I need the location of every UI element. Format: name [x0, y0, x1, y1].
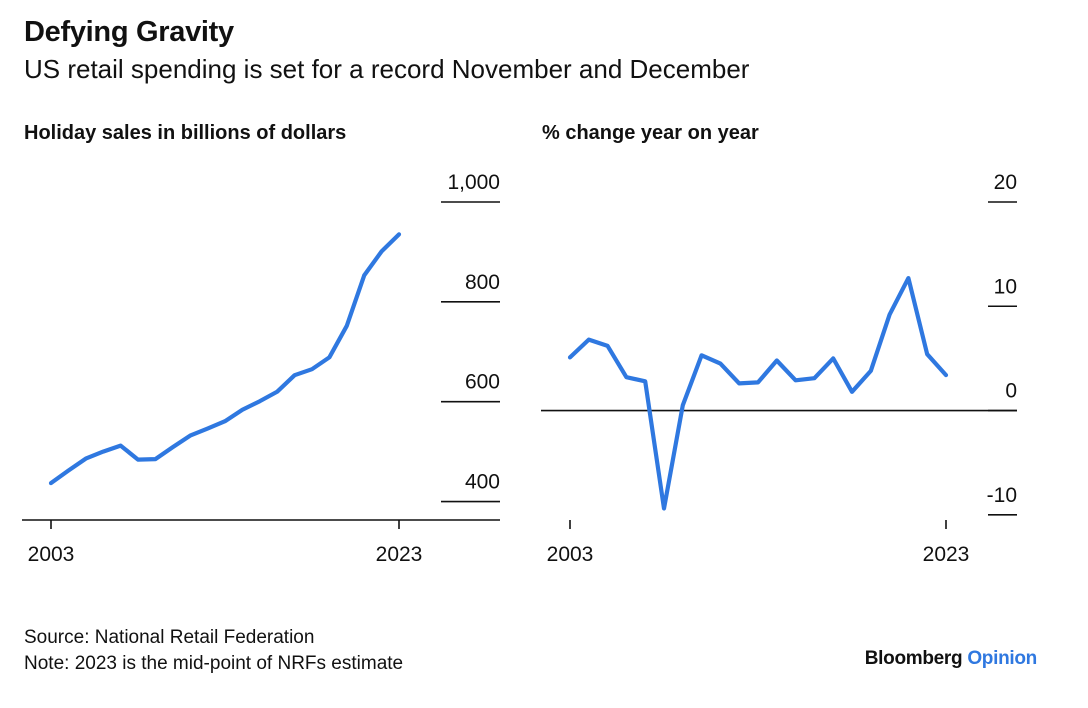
- source-note: Source: National Retail Federation: [24, 627, 315, 648]
- right-y-tick-label: 20: [994, 171, 1017, 194]
- left-x-tick-label: 2023: [376, 543, 423, 566]
- footnote: Note: 2023 is the mid-point of NRFs esti…: [24, 653, 404, 674]
- right-x-tick-label: 2023: [923, 543, 970, 566]
- left-y-tick-label: 600: [465, 371, 500, 394]
- right-panel-title: % change year on year: [542, 122, 759, 144]
- left-y-tick-label: 800: [465, 271, 500, 294]
- right-x-tick-label: 2003: [547, 543, 594, 566]
- chart-title: Defying Gravity: [24, 16, 234, 48]
- left-panel-title: Holiday sales in billions of dollars: [24, 122, 347, 144]
- right-series-line: [567, 276, 949, 511]
- brand-product: Opinion: [967, 648, 1037, 669]
- brand-name: Bloomberg: [864, 648, 963, 669]
- right-y-tick-label: 0: [1005, 380, 1017, 403]
- chart-subtitle: US retail spending is set for a record N…: [24, 54, 750, 84]
- bloomberg-opinion-logo: Bloomberg Opinion: [864, 648, 1038, 670]
- right-y-tick-label: 10: [994, 275, 1017, 298]
- left-series-line: [48, 232, 402, 486]
- right-y-tick-label: -10: [987, 484, 1017, 507]
- left-y-tick-label: 400: [465, 471, 500, 494]
- left-y-tick-label: 1,000: [447, 171, 500, 194]
- left-x-tick-label: 2003: [28, 543, 75, 566]
